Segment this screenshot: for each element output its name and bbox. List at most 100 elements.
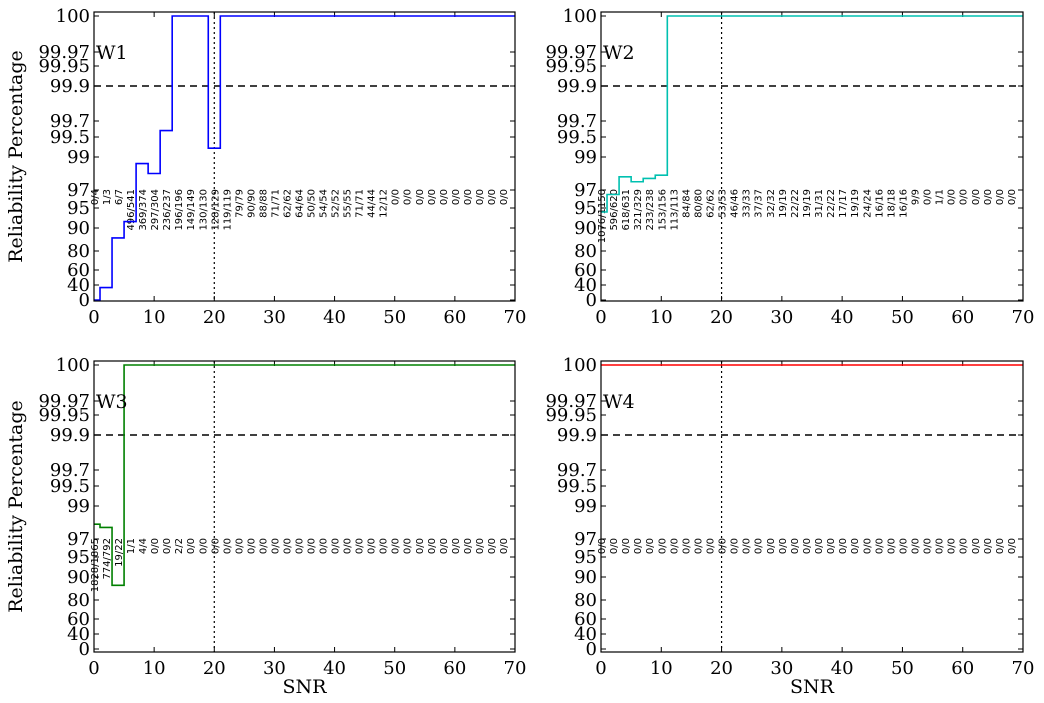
count-annotation: 0/0 (609, 538, 620, 554)
count-annotation: 71/71 (355, 189, 366, 218)
count-annotation: 1/1 (935, 189, 946, 205)
count-annotation: 0/0 (403, 538, 414, 554)
count-annotation: 79/79 (234, 189, 245, 218)
y-tick-label: 100 (563, 6, 597, 27)
count-annotation: 0/0 (234, 538, 245, 554)
count-annotation: 0/0 (790, 538, 801, 554)
count-annotation: 236/237 (162, 189, 173, 231)
count-annotation: 153/156 (657, 189, 668, 231)
count-annotation: 0/0 (331, 538, 342, 554)
reliability-step-line (94, 364, 515, 587)
count-annotation: 80/80 (693, 189, 704, 218)
x-tick-label: 40 (831, 658, 854, 679)
count-annotation: 0/0 (1007, 538, 1018, 554)
count-annotation: 0/0 (754, 538, 765, 554)
count-annotation: 0/0 (983, 538, 994, 554)
y-tick-label: 99.7 (557, 460, 597, 481)
count-annotation: 0/0 (439, 538, 450, 554)
count-annotation: 0/0 (367, 538, 378, 554)
axes-frame (93, 360, 516, 653)
count-annotation: 0/0 (681, 538, 692, 554)
count-annotation: 0/0 (270, 538, 281, 554)
count-annotation: 55/55 (343, 189, 354, 218)
count-annotation: 0/0 (995, 189, 1006, 205)
count-annotation: 0/0 (742, 538, 753, 554)
count-annotation: 0/0 (222, 538, 233, 554)
x-tick-label: 30 (263, 658, 286, 679)
y-tick-label: 99.7 (557, 111, 597, 132)
count-annotation: 0/0 (886, 538, 897, 554)
y-tick-label: 90 (574, 218, 597, 239)
count-annotation: 128/129 (210, 189, 221, 231)
count-annotation: 0/0 (415, 538, 426, 554)
count-annotation: 774/792 (102, 538, 113, 580)
count-annotation: 31/31 (814, 189, 825, 218)
y-tick-label: 97 (67, 180, 90, 201)
x-tick-label: 60 (443, 658, 466, 679)
panel-label: W2 (603, 42, 635, 64)
count-annotation: 0/0 (343, 538, 354, 554)
x-tick-label: 70 (1012, 307, 1035, 328)
count-annotation: 52/52 (331, 189, 342, 218)
x-tick-label: 70 (504, 307, 527, 328)
y-tick-label: 99 (67, 147, 90, 168)
count-annotation: 62/62 (282, 189, 293, 218)
y-tick-label: 99.5 (557, 476, 597, 497)
count-annotation: 33/33 (742, 189, 753, 218)
count-annotation: 0/0 (403, 189, 414, 205)
count-annotation: 62/62 (706, 189, 717, 218)
count-annotation: 88/88 (258, 189, 269, 218)
y-tick-label: 40 (67, 624, 90, 645)
y-tick-label: 100 (563, 355, 597, 376)
count-annotation: 0/0 (645, 538, 656, 554)
y-tick-label: 90 (67, 567, 90, 588)
count-annotation: 0/0 (874, 538, 885, 554)
y-tick-label: 0 (586, 290, 597, 311)
count-annotation: 54/54 (319, 189, 330, 218)
x-tick-label: 0 (595, 307, 606, 328)
x-tick-label: 0 (88, 658, 99, 679)
count-annotation: 0/0 (706, 538, 717, 554)
y-tick-label: 99.95 (545, 405, 597, 426)
x-tick-label: 50 (891, 307, 914, 328)
count-annotation: 32/32 (766, 189, 777, 218)
count-annotation: 1/1 (126, 538, 137, 554)
x-tick-label: 50 (383, 307, 406, 328)
count-annotation: 0/0 (621, 538, 632, 554)
panel-w2: 04060809095979999.599.799.999.9599.97100… (545, 6, 1034, 328)
y-tick-label: 40 (574, 275, 597, 296)
count-annotation: 113/113 (669, 189, 680, 231)
count-annotation: 0/0 (415, 189, 426, 205)
count-annotation: 0/0 (597, 538, 608, 554)
count-annotation: 17/17 (838, 189, 849, 218)
y-tick-label: 99.97 (38, 391, 90, 412)
count-annotation: 46/46 (730, 189, 741, 218)
count-annotation: 0/0 (475, 189, 486, 205)
x-axis-label: SNR (790, 676, 835, 698)
y-tick-label: 99.95 (38, 405, 90, 426)
x-tick-label: 20 (710, 307, 733, 328)
count-annotation: 0/0 (947, 189, 958, 205)
count-annotation: 0/0 (150, 538, 161, 554)
count-annotation: 24/24 (862, 189, 873, 218)
count-annotation: 1076/1150 (597, 189, 608, 243)
x-tick-label: 10 (650, 307, 673, 328)
y-tick-label: 95 (67, 198, 90, 219)
count-annotation: 0/0 (826, 538, 837, 554)
count-annotation: 53/53 (718, 189, 729, 218)
count-annotation: 0/0 (730, 538, 741, 554)
y-tick-label: 60 (574, 609, 597, 630)
count-annotation: 0/0 (971, 189, 982, 205)
count-annotation: 6/7 (114, 189, 125, 205)
count-annotation: 0/0 (451, 189, 462, 205)
panel-label: W3 (96, 391, 128, 413)
count-annotation: 0/0 (995, 538, 1006, 554)
x-tick-label: 10 (650, 658, 673, 679)
x-tick-label: 20 (710, 658, 733, 679)
y-tick-label: 99.7 (50, 460, 90, 481)
count-annotation: 71/71 (270, 189, 281, 218)
x-tick-label: 30 (770, 658, 793, 679)
count-annotation: 19/19 (778, 189, 789, 218)
x-tick-label: 10 (143, 307, 166, 328)
y-tick-label: 90 (67, 218, 90, 239)
